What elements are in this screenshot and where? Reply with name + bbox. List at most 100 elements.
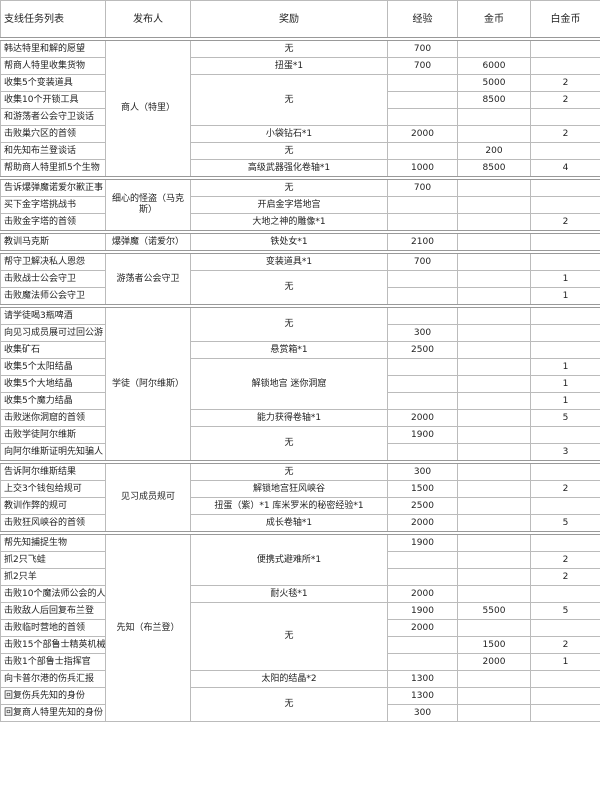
empty-cell [457,619,531,637]
task-cell: 击败巢穴区的首领 [0,125,106,143]
empty-cell [387,74,458,92]
exp-cell: 1500 [387,480,458,498]
platinum-cell: 5 [530,409,600,427]
reward-cell: 高级武器强化卷轴*1 [190,159,388,179]
reward-cell: 扭蛋*1 [190,57,388,75]
platinum-cell: 2 [530,551,600,569]
table-body: 韩达特里和解的愿望 商人（特里）无 700 帮商人特里收集货物 扭蛋*1 700 6000 收… [0,37,600,722]
platinum-cell: 4 [530,159,600,179]
task-row: 收集5个大地结晶 1 [0,375,600,393]
gold-cell: 6000 [457,57,531,75]
exp-cell: 300 [387,324,458,342]
empty-cell [457,480,531,498]
task-cell: 向卡普尔港的伤兵汇报 [0,670,106,688]
exp-cell: 700 [387,57,458,75]
empty-cell [457,670,531,688]
exp-cell: 2000 [387,585,458,603]
gold-cell: 8500 [457,91,531,109]
empty-cell [457,250,531,271]
reward-cell: 无 [190,37,388,58]
task-cell: 击败10个魔法师公会的人 [0,585,106,603]
reward-cell: 无 [190,304,388,342]
task-cell: 帮先知捕捉生物 [0,531,106,552]
header-cell: 经验 [387,0,458,40]
empty-cell [387,358,458,376]
empty-cell [457,497,531,515]
publisher-cell: 爆弹魔（诺爱尔） [105,230,191,253]
gold-cell: 200 [457,142,531,160]
task-row: 击败敌人后回复布兰登 无 1900 5500 5 [0,602,600,671]
empty-cell [457,426,531,444]
reward-cell: 无 [190,74,388,126]
exp-cell: 1300 [387,687,458,705]
empty-cell [530,704,600,722]
empty-cell [457,230,531,253]
exp-cell: 1900 [387,531,458,552]
empty-cell [457,392,531,410]
empty-cell [530,341,600,359]
task-row: 回复伤兵先知的身份 无 1300 [0,687,600,722]
task-cell: 击败魔法师公会守卫 [0,287,106,307]
task-row: 帮先知捕捉生物 先知（布兰登） 便携式避难所*1 1900 [0,531,600,722]
task-cell: 击败金字塔的首领 [0,213,106,233]
task-cell: 收集5个大地结晶 [0,375,106,393]
exp-cell: 300 [387,704,458,722]
exp-cell: 2500 [387,341,458,359]
empty-cell [457,358,531,376]
empty-cell [530,176,600,197]
empty-cell [457,687,531,705]
publisher-cell: 细心的怪盗（马克斯） [105,176,191,233]
task-cell: 击败狂风峡谷的首领 [0,514,106,534]
empty-cell [530,37,600,58]
task-cell: 击败战士公会守卫 [0,270,106,288]
task-row: 上交3个钱包给规可 解锁地宫狂风峡谷 1500 2 [0,480,600,498]
publisher-cell: 游荡者公会守卫 [105,250,191,307]
exp-cell: 1900 [387,602,458,620]
header-cell: 奖励 [190,0,388,40]
empty-cell [457,443,531,463]
empty-cell [457,176,531,197]
empty-cell [457,125,531,143]
header-cell: 支线任务列表 [0,0,106,40]
platinum-cell: 1 [530,287,600,307]
exp-cell: 2000 [387,514,458,534]
publisher-cell: 商人（特里） [105,37,191,179]
platinum-cell: 1 [530,375,600,393]
empty-cell [387,375,458,393]
empty-cell [457,551,531,569]
header-row: 支线任务列表 发布人 奖励 经验 金币 白金币 [0,0,600,40]
task-cell: 向阿尔维斯证明先知骗人 [0,443,106,463]
empty-cell [530,142,600,160]
empty-cell [530,585,600,603]
reward-cell: 便携式避难所*1 [190,531,388,586]
empty-cell [530,497,600,515]
empty-cell [387,213,458,233]
empty-cell [530,687,600,705]
empty-cell [387,551,458,569]
exp-cell: 2100 [387,230,458,253]
header-cell: 金币 [457,0,531,40]
gold-cell: 5500 [457,602,531,620]
task-row: 韩达特里和解的愿望 商人（特里）无 700 [0,37,600,179]
empty-cell [530,250,600,271]
platinum-cell: 5 [530,602,600,620]
task-cell: 击败迷你洞窟的首领 [0,409,106,427]
exp-cell: 2000 [387,619,458,637]
reward-cell: 成长卷轴*1 [190,514,388,534]
exp-cell: 1900 [387,426,458,444]
exp-cell: 700 [387,176,458,197]
task-row: 击败金字塔的首领 大地之神的雕像*1 2 [0,213,600,233]
empty-cell [530,426,600,444]
gold-cell: 5000 [457,74,531,92]
platinum-cell: 2 [530,213,600,233]
exp-cell: 700 [387,250,458,271]
reward-cell: 太阳的结晶*2 [190,670,388,688]
task-row: 帮助商人特里抓5个生物 高级武器强化卷轴*1 1000 8500 4 [0,159,600,179]
task-row: 教训作弊的规可 扭蛋（紫）*1 库米罗米的秘密经验*1 2500 [0,497,600,515]
reward-cell: 无 [190,426,388,463]
empty-cell [530,619,600,637]
task-cell: 抓2只飞蛙 [0,551,106,569]
reward-cell: 耐火毯*1 [190,585,388,603]
task-cell: 向见习成员展可过回公游 [0,324,106,342]
